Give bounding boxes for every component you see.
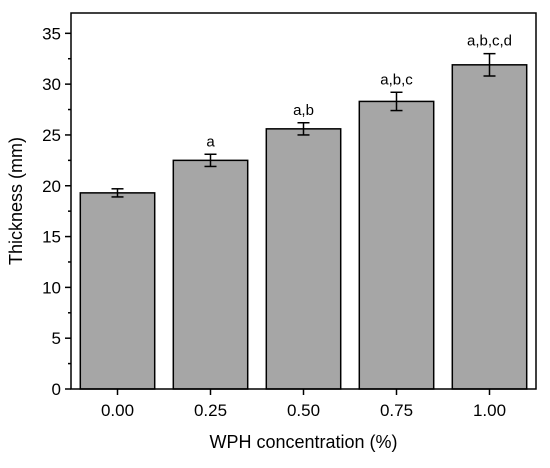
x-tick-label: 0.00	[101, 401, 134, 420]
bar-0.00	[79, 192, 156, 390]
x-tick-label: 1.00	[473, 401, 506, 420]
y-tick-label: 10	[42, 278, 61, 297]
y-tick-label: 15	[42, 228, 61, 247]
y-tick-label: 20	[42, 177, 61, 196]
error-bar-1.00	[483, 52, 496, 77]
y-tick-label: 35	[42, 24, 61, 43]
y-axis-title: Thickness (mm)	[6, 137, 26, 265]
y-tick-label: 25	[42, 126, 61, 145]
x-axis-title: WPH concentration (%)	[209, 432, 397, 452]
x-tick-label: 0.25	[194, 401, 227, 420]
x-tick-label: 0.50	[287, 401, 320, 420]
error-bar-0.75	[390, 91, 403, 112]
error-bars-layer	[111, 52, 496, 198]
bar-1.00	[451, 64, 528, 390]
error-bar-0.25	[204, 153, 217, 168]
significance-label: a,b,c	[380, 71, 413, 88]
y-tick-label: 5	[52, 329, 61, 348]
error-bar-0.50	[297, 122, 310, 136]
significance-label: a	[206, 133, 215, 150]
error-bar-0.00	[111, 188, 124, 198]
significance-label: a,b	[293, 102, 314, 119]
bar-0.50	[265, 128, 342, 390]
x-axis: 0.00 0.25 0.50 0.75 1.00	[101, 389, 506, 420]
y-tick-label: 30	[42, 75, 61, 94]
significance-label: a,b,c,d	[467, 33, 512, 50]
significance-labels-layer: a a,b a,b,c a,b,c,d	[206, 33, 512, 151]
bar-0.25	[172, 159, 249, 390]
y-axis: 0 5 10 15 20 25 30 35	[42, 24, 71, 399]
x-tick-label: 0.75	[380, 401, 413, 420]
y-tick-label: 0	[52, 380, 61, 399]
bar-0.75	[358, 100, 435, 390]
